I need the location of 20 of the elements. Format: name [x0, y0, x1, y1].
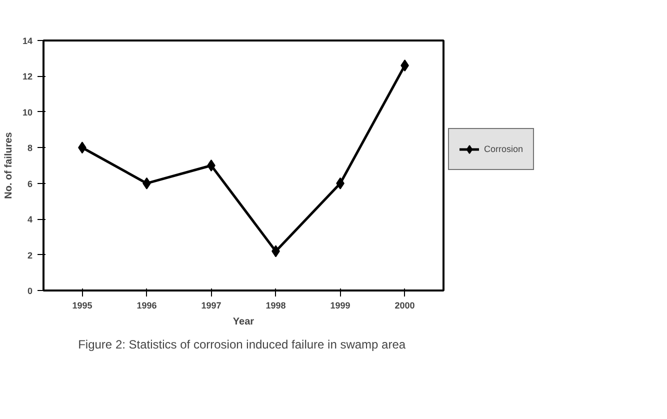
y-tick-label: 0	[27, 286, 33, 296]
y-tick-label: 10	[22, 107, 33, 118]
y-tick-label: 12	[22, 72, 33, 82]
y-tick-label: 4	[27, 214, 33, 225]
y-tick-label: 2	[27, 250, 33, 260]
legend-label: Corrosion	[484, 144, 524, 154]
x-tick-label: 1996	[136, 300, 157, 310]
point	[400, 60, 409, 72]
y-tick-label: 14	[22, 36, 33, 46]
x-tick-label: 1997	[201, 300, 222, 310]
y-tick-label: 6	[27, 178, 33, 189]
y-axis-title: No. of failures	[3, 132, 14, 199]
point	[207, 160, 216, 172]
x-tick-label: 1998	[266, 300, 286, 310]
x-tick-label: 1999	[330, 300, 350, 310]
x-tick-label: 1995	[72, 300, 92, 310]
y-tick-label: 8	[27, 143, 33, 154]
x-tick-label: 2000	[394, 300, 415, 310]
x-axis-title: Year	[232, 316, 254, 328]
caption: Figure 2: Statistics of corrosion induced failure in swamp area	[78, 338, 406, 352]
